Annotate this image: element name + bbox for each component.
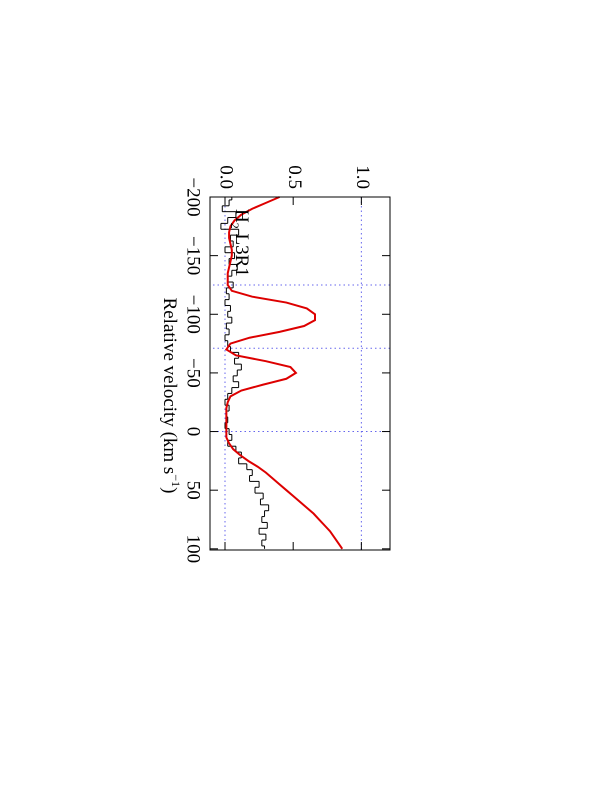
y-tick-label: 0.5 [284, 165, 305, 189]
x-tick-label: −150 [183, 236, 204, 275]
y-tick-label: 0.0 [216, 165, 237, 189]
annotation: H2 L3R1 [228, 209, 251, 277]
model-line [224, 196, 344, 550]
x-axis-label-end: ) [159, 487, 180, 493]
x-axis-label-sup: −1 [169, 474, 183, 487]
plot-frame [209, 196, 391, 551]
plot: −200 −150 −100 −50 0 50 100 0.0 0.5 1.0 Relative v… [159, 165, 391, 564]
annotation-text: H [231, 209, 252, 223]
y-tick-label: 1.0 [352, 165, 373, 189]
annotation-sub: 2 [228, 223, 242, 229]
x-tick-label: −50 [183, 358, 204, 388]
annotation-rest: L3R1 [231, 229, 252, 277]
x-tick-label: 100 [183, 535, 204, 564]
x-tick-label: −100 [183, 295, 204, 334]
x-axis-label-text: Relative velocity (km s [159, 298, 180, 475]
x-tick-label: 0 [183, 427, 204, 437]
x-tick-label: −200 [183, 177, 204, 216]
x-tick-label: 50 [183, 481, 204, 500]
x-axis-label: Relative velocity (km s−1) [159, 298, 184, 494]
